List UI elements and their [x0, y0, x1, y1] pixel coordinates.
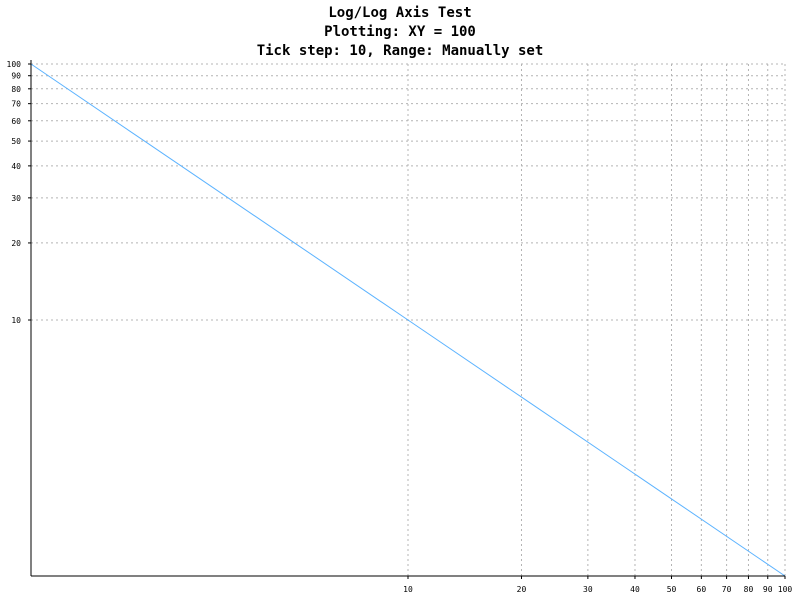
series-layer [30, 63, 786, 577]
y-tick-label: 80 [11, 85, 21, 94]
x-tick-label: 100 [778, 585, 793, 594]
x-tick-label: 80 [744, 585, 754, 594]
y-tick-label: 70 [11, 100, 21, 109]
series-line [30, 63, 786, 577]
x-tick-label: 10 [403, 585, 413, 594]
tick-labels: 10 20 30 40 50 60 70 80 90 100 10 20 30 40 50 60 70 80 90 1… [7, 60, 793, 594]
grid [31, 63, 786, 576]
chart-subtitle: Plotting: XY = 100 [324, 24, 476, 40]
y-tick-label: 30 [11, 194, 21, 203]
x-tick-label: 60 [697, 585, 707, 594]
y-tick-label: 100 [7, 60, 22, 69]
chart-title: Log/Log Axis Test [328, 5, 472, 21]
y-tick-label: 90 [11, 72, 21, 81]
y-tick-label: 40 [11, 162, 21, 171]
y-tick-label: 50 [11, 137, 21, 146]
x-tick-label: 40 [630, 585, 640, 594]
axes [28, 60, 786, 579]
x-tick-label: 20 [517, 585, 527, 594]
y-tick-label: 10 [11, 316, 21, 325]
y-tick-label: 20 [11, 239, 21, 248]
x-tick-label: 30 [583, 585, 593, 594]
x-tick-label: 70 [722, 585, 732, 594]
x-tick-label: 90 [763, 585, 773, 594]
chart-subtitle-2: Tick step: 10, Range: Manually set [256, 43, 544, 59]
x-tick-label: 50 [667, 585, 677, 594]
y-tick-label: 60 [11, 117, 21, 126]
